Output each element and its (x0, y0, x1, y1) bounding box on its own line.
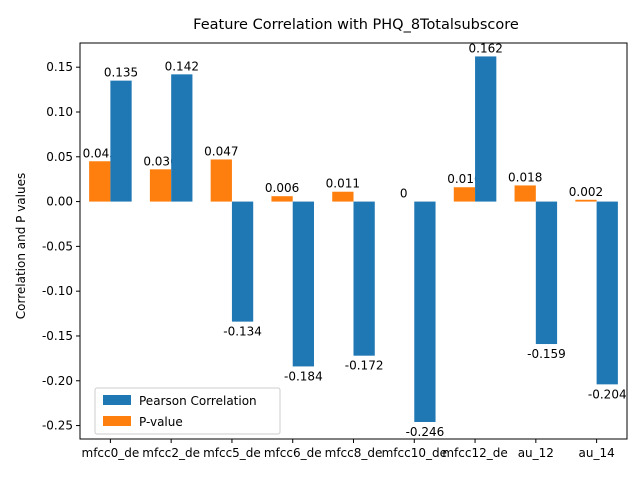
x-tick-label-mfcc6-de: mfcc6_de (264, 446, 322, 460)
bar-p-value-mfcc2-de (149, 169, 172, 202)
bar-p-value-au-14 (575, 199, 597, 202)
legend-swatch-p-value (103, 416, 131, 426)
y-tick-label: 0.05 (46, 150, 73, 164)
bar-p-value-au-12 (514, 185, 536, 202)
bar-pearson-correlation-mfcc2-de (171, 74, 193, 202)
bar-pearson-correlation-mfcc0-de (110, 80, 132, 202)
x-tick-label-mfcc5-de: mfcc5_de (203, 446, 261, 460)
data-label-p-value-mfcc8-de: 0.011 (326, 177, 360, 191)
x-tick-label-mfcc2-de: mfcc2_de (142, 446, 200, 460)
bar-pearson-correlation-mfcc8-de (353, 201, 375, 356)
plot-area: 0.045 0.036 0.047 0.006 0.011 0 0.016 0.018 0.00… (79, 41, 628, 440)
legend: Pearson Correlation P-value (94, 387, 281, 435)
data-label-pearson-correlation-au-14: -0.204 (588, 387, 627, 401)
data-label-pearson-correlation-mfcc6-de: -0.184 (284, 369, 323, 383)
y-tick-label: -0.15 (42, 329, 73, 343)
y-axis: -0.25 -0.20 -0.15 -0.10 -0.05 0.00 0.05 0.10 0.1… (42, 60, 80, 433)
y-tick-label: -0.25 (42, 419, 73, 433)
bar-pearson-correlation-mfcc5-de (231, 201, 254, 322)
data-label-p-value-mfcc12-de: 0.016 (447, 172, 481, 186)
x-tick-label-au-12: au_12 (518, 446, 554, 460)
bar-p-value-mfcc0-de (89, 161, 111, 202)
data-label-p-value-mfcc10-de: 0 (400, 187, 408, 201)
data-label-pearson-correlation-mfcc10-de: -0.246 (406, 425, 445, 439)
chart-title: Feature Correlation with PHQ_8Totalsubsc… (193, 17, 519, 33)
bar-pearson-correlation-au-14 (596, 201, 618, 385)
data-label-pearson-correlation-mfcc12-de: 0.162 (469, 41, 503, 55)
legend-swatch-pearson-correlation (103, 395, 131, 405)
data-label-pearson-correlation-mfcc5-de: -0.134 (223, 325, 262, 339)
x-tick-label-au-14: au_14 (578, 446, 614, 460)
y-tick-label: 0.00 (46, 195, 73, 209)
x-tick-label-mfcc12-de: mfcc12_de (442, 446, 507, 460)
data-label-pearson-correlation-mfcc0-de: 0.135 (104, 66, 138, 80)
data-label-p-value-mfcc5-de: 0.047 (204, 144, 238, 158)
data-label-p-value-mfcc2-de: 0.036 (143, 154, 177, 168)
legend-frame (94, 387, 281, 435)
y-tick-label: -0.20 (42, 374, 73, 388)
bar-pearson-correlation-mfcc6-de (292, 201, 314, 367)
x-tick-label-mfcc8-de: mfcc8_de (325, 446, 383, 460)
bar-pearson-correlation-mfcc12-de (475, 56, 497, 202)
bar-p-value-mfcc5-de (210, 159, 232, 202)
y-tick-label: 0.15 (46, 60, 73, 74)
data-label-pearson-correlation-mfcc2-de: 0.142 (165, 59, 199, 73)
y-tick-label: -0.05 (42, 239, 73, 253)
legend-label-p-value: P-value (139, 415, 183, 429)
x-tick-label-mfcc0-de: mfcc0_de (82, 446, 140, 460)
data-label-p-value-au-12: 0.018 (508, 170, 542, 184)
x-tick-label-mfcc10-de: mfcc10_de (382, 446, 447, 460)
bar-p-value-mfcc8-de (332, 191, 354, 202)
legend-label-pearson-correlation: Pearson Correlation (139, 394, 257, 408)
data-label-p-value-mfcc0-de: 0.045 (83, 146, 117, 160)
data-label-pearson-correlation-mfcc8-de: -0.172 (345, 359, 384, 373)
bar-pearson-correlation-au-12 (535, 201, 558, 345)
bar-p-value-mfcc6-de (271, 196, 293, 202)
x-axis: mfcc0_de mfcc2_de mfcc5_de mfcc6_de mfcc8_de… (82, 439, 615, 460)
data-label-p-value-mfcc6-de: 0.006 (265, 181, 299, 195)
y-axis-label: Correlation and P values (14, 173, 28, 319)
bar-p-value-mfcc12-de (453, 187, 476, 202)
bar-pearson-correlation-mfcc10-de (414, 201, 436, 422)
data-label-p-value-au-14: 0.002 (569, 185, 603, 199)
y-tick-label: 0.10 (46, 105, 73, 119)
data-label-pearson-correlation-au-12: -0.159 (527, 347, 566, 361)
y-tick-label: -0.10 (42, 284, 73, 298)
